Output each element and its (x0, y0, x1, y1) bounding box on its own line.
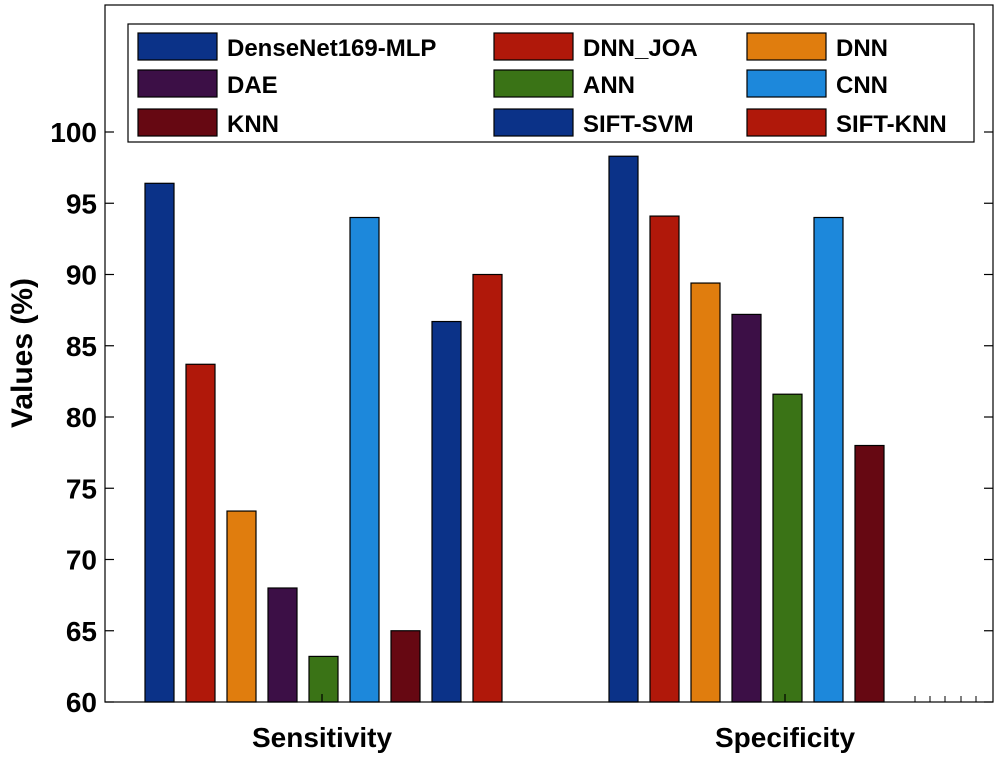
bar-dnn-joa-specificity (649, 215, 680, 703)
legend-label-dnn-joa: DNN_JOA (583, 35, 698, 62)
y-tick-label: 65 (66, 616, 97, 647)
bar-knn-specificity (854, 444, 885, 703)
bar-ann-sensitivity (308, 655, 339, 703)
legend-label-knn: KNN (227, 111, 279, 138)
legend-swatch-dae (137, 69, 218, 98)
y-tick-label: 100 (50, 117, 97, 148)
legend-label-cnn: CNN (836, 72, 888, 99)
legend-label-ann: ANN (583, 72, 635, 99)
plot-frame (104, 4, 994, 703)
y-tick-label: 95 (66, 188, 97, 219)
legend-label-dae: DAE (227, 72, 278, 99)
y-tick-label: 60 (66, 687, 97, 718)
bars (144, 155, 885, 703)
y-tick-label: 85 (66, 331, 97, 362)
y-tick-label: 70 (66, 545, 97, 576)
bar-sift-knn-sensitivity (472, 273, 503, 703)
y-tick-label: 75 (66, 473, 97, 504)
x-category-label: Sensitivity (252, 722, 392, 753)
legend-swatch-cnn (746, 69, 827, 98)
bar-densenet169-mlp-specificity (608, 155, 639, 703)
bar-dnn-joa-sensitivity (185, 363, 216, 703)
legend-swatch-dnn-joa (493, 32, 574, 61)
legend-label-dnn: DNN (836, 35, 888, 62)
legend-swatch-ann (493, 69, 574, 98)
bar-dae-specificity (731, 313, 762, 703)
bar-dnn-sensitivity (226, 510, 257, 703)
bar-ann-specificity (772, 393, 803, 703)
bar-dae-sensitivity (267, 587, 298, 703)
legend-swatch-knn (137, 108, 218, 137)
legend-swatch-sift-svm (493, 108, 574, 137)
legend: DenseNet169-MLP DNN_JOA DNN DAE ANN CNN KNN SIF… (127, 23, 975, 143)
bar-dnn-specificity (690, 282, 721, 703)
bar-cnn-sensitivity (349, 216, 380, 703)
legend-swatch-dnn (746, 32, 827, 61)
legend-label-sift-svm: SIFT-SVM (583, 111, 694, 138)
legend-swatch-densenet169-mlp (137, 32, 218, 61)
y-axis-label: Values (%) (6, 278, 39, 428)
bar-knn-sensitivity (390, 630, 421, 703)
bar-densenet169-mlp-sensitivity (144, 182, 175, 703)
y-axis-ticks: 60 65 70 75 80 85 90 95 100 (50, 117, 993, 718)
x-category-label: Specificity (715, 722, 855, 753)
x-axis-category-labels: Sensitivity Specificity (252, 694, 977, 753)
legend-label-sift-knn: SIFT-KNN (836, 111, 947, 138)
legend-label-densenet169-mlp: DenseNet169-MLP (227, 35, 436, 62)
bar-cnn-specificity (813, 216, 844, 703)
legend-swatch-sift-knn (746, 108, 827, 137)
bar-sift-svm-sensitivity (431, 320, 462, 703)
y-tick-label: 80 (66, 402, 97, 433)
y-tick-label: 90 (66, 260, 97, 291)
